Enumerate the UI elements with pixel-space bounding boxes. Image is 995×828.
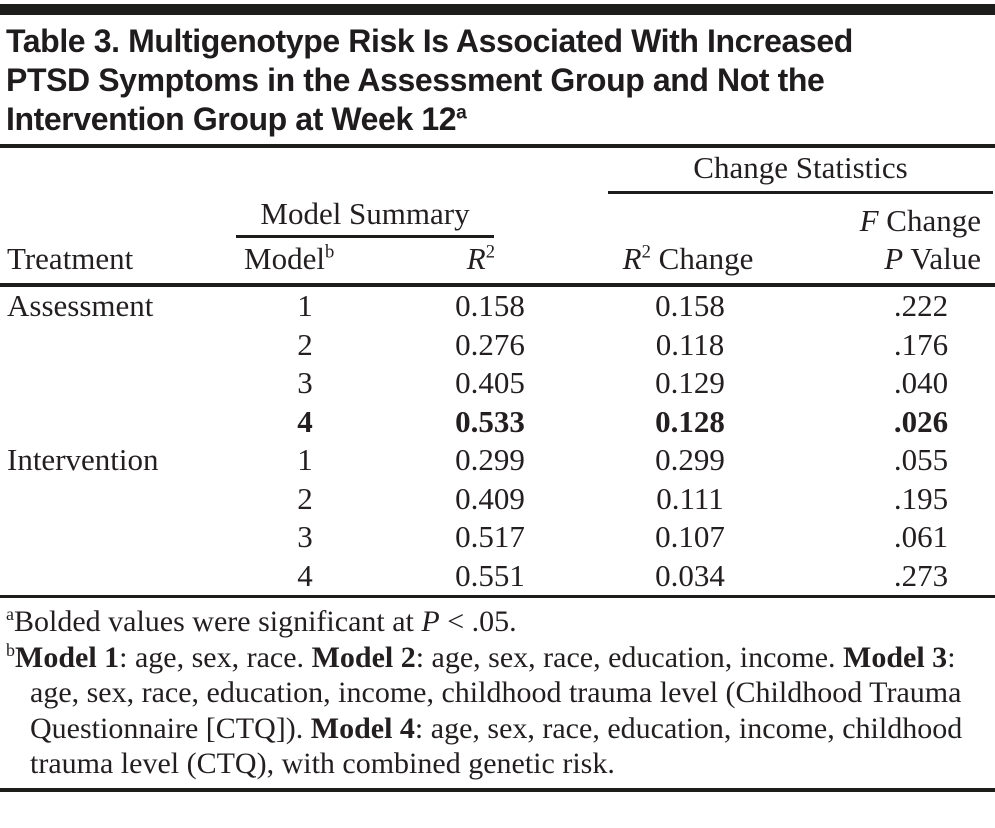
table-row: 2 0.276 0.118 .176: [0, 326, 995, 365]
column-header-r2: R2: [466, 241, 495, 276]
table-row: 4 0.551 0.034 .273: [0, 557, 995, 596]
cell-r2-change: 0.158: [655, 288, 725, 324]
cell-model: 3: [297, 365, 313, 401]
cell-r2: 0.517: [455, 519, 525, 555]
cell-r2: 0.276: [455, 326, 525, 362]
cell-r2-change: 0.118: [655, 326, 725, 362]
spanner-model-summary-label: Model Summary: [236, 197, 494, 238]
cell-r2: 0.533: [455, 403, 525, 439]
cell-r2: 0.299: [455, 442, 525, 478]
table-row: 2 0.409 0.111 .195: [0, 480, 995, 519]
table-row: Assessment 1 0.158 0.158 .222: [0, 287, 995, 326]
cell-model: 1: [297, 442, 313, 478]
cell-r2-change: 0.107: [655, 519, 725, 555]
footnote-a: aBolded values were significant at P < .…: [6, 604, 517, 638]
table-body: Assessment 1 0.158 0.158 .222 2 0.276 0.118 .176…: [0, 287, 995, 595]
title-bottom-rule: [0, 144, 995, 148]
header-bottom-rule: [0, 283, 995, 287]
column-header-treatment: Treatment: [7, 241, 134, 276]
cell-treatment: Intervention: [7, 442, 159, 478]
spanner-model-summary: Model Summary: [210, 197, 550, 238]
footnotes: aBolded values were significant at P < .…: [0, 598, 995, 782]
table-title-line: Intervention Group at Week 12a: [6, 101, 467, 137]
column-header-model: Modelb: [244, 241, 335, 276]
column-header-r2-change: R2 Change: [622, 241, 754, 276]
cell-f-change-p-value: .026: [893, 403, 949, 439]
column-header-p-value: P Value: [884, 241, 981, 276]
table-title-line: PTSD Symptoms in the Assessment Group an…: [6, 62, 825, 98]
cell-treatment: Assessment: [7, 288, 154, 324]
table-title-line: Table 3. Multigenotype Risk Is Associate…: [6, 23, 853, 59]
body-bottom-rule: [0, 595, 995, 598]
cell-f-change-p-value: .222: [893, 288, 949, 324]
cell-f-change-p-value: .176: [893, 326, 949, 362]
footnote-b: bModel 1: age, sex, race. Model 2: age, …: [6, 639, 963, 781]
cell-f-change-p-value: .195: [893, 480, 949, 516]
cell-model: 4: [297, 403, 313, 439]
cell-r2: 0.551: [455, 557, 525, 593]
cell-r2-change: 0.129: [655, 365, 725, 401]
spanner-change-statistics: Change Statistics: [550, 151, 995, 194]
column-header-f-change: F Change: [859, 203, 981, 238]
cell-r2-change: 0.111: [656, 480, 724, 516]
cell-r2: 0.405: [455, 365, 525, 401]
cell-f-change-p-value: .040: [893, 365, 949, 401]
table-row: 4 0.533 0.128 .026: [0, 403, 995, 442]
cell-r2-change: 0.034: [655, 557, 725, 593]
cell-model: 2: [297, 326, 313, 362]
table-row: 3 0.517 0.107 .061: [0, 518, 995, 557]
title-top-bar: [0, 4, 995, 15]
table-row: 3 0.405 0.129 .040: [0, 364, 995, 403]
spanner-change-statistics-label: Change Statistics: [608, 151, 993, 194]
figure-bottom-rule: [0, 787, 995, 792]
cell-r2: 0.409: [455, 480, 525, 516]
cell-f-change-p-value: .055: [893, 442, 949, 478]
cell-model: 4: [297, 557, 313, 593]
cell-model: 3: [297, 519, 313, 555]
cell-f-change-p-value: .273: [893, 557, 949, 593]
table-title: Table 3. Multigenotype Risk Is Associate…: [0, 15, 995, 144]
cell-r2-change: 0.128: [655, 403, 725, 439]
cell-model: 2: [297, 480, 313, 516]
cell-f-change-p-value: .061: [893, 519, 949, 555]
table-row: Intervention 1 0.299 0.299 .055: [0, 441, 995, 480]
cell-r2: 0.158: [455, 288, 525, 324]
cell-model: 1: [297, 288, 313, 324]
cell-r2-change: 0.299: [655, 442, 725, 478]
table-header: Change Statistics Model Summary F Change…: [0, 150, 995, 280]
